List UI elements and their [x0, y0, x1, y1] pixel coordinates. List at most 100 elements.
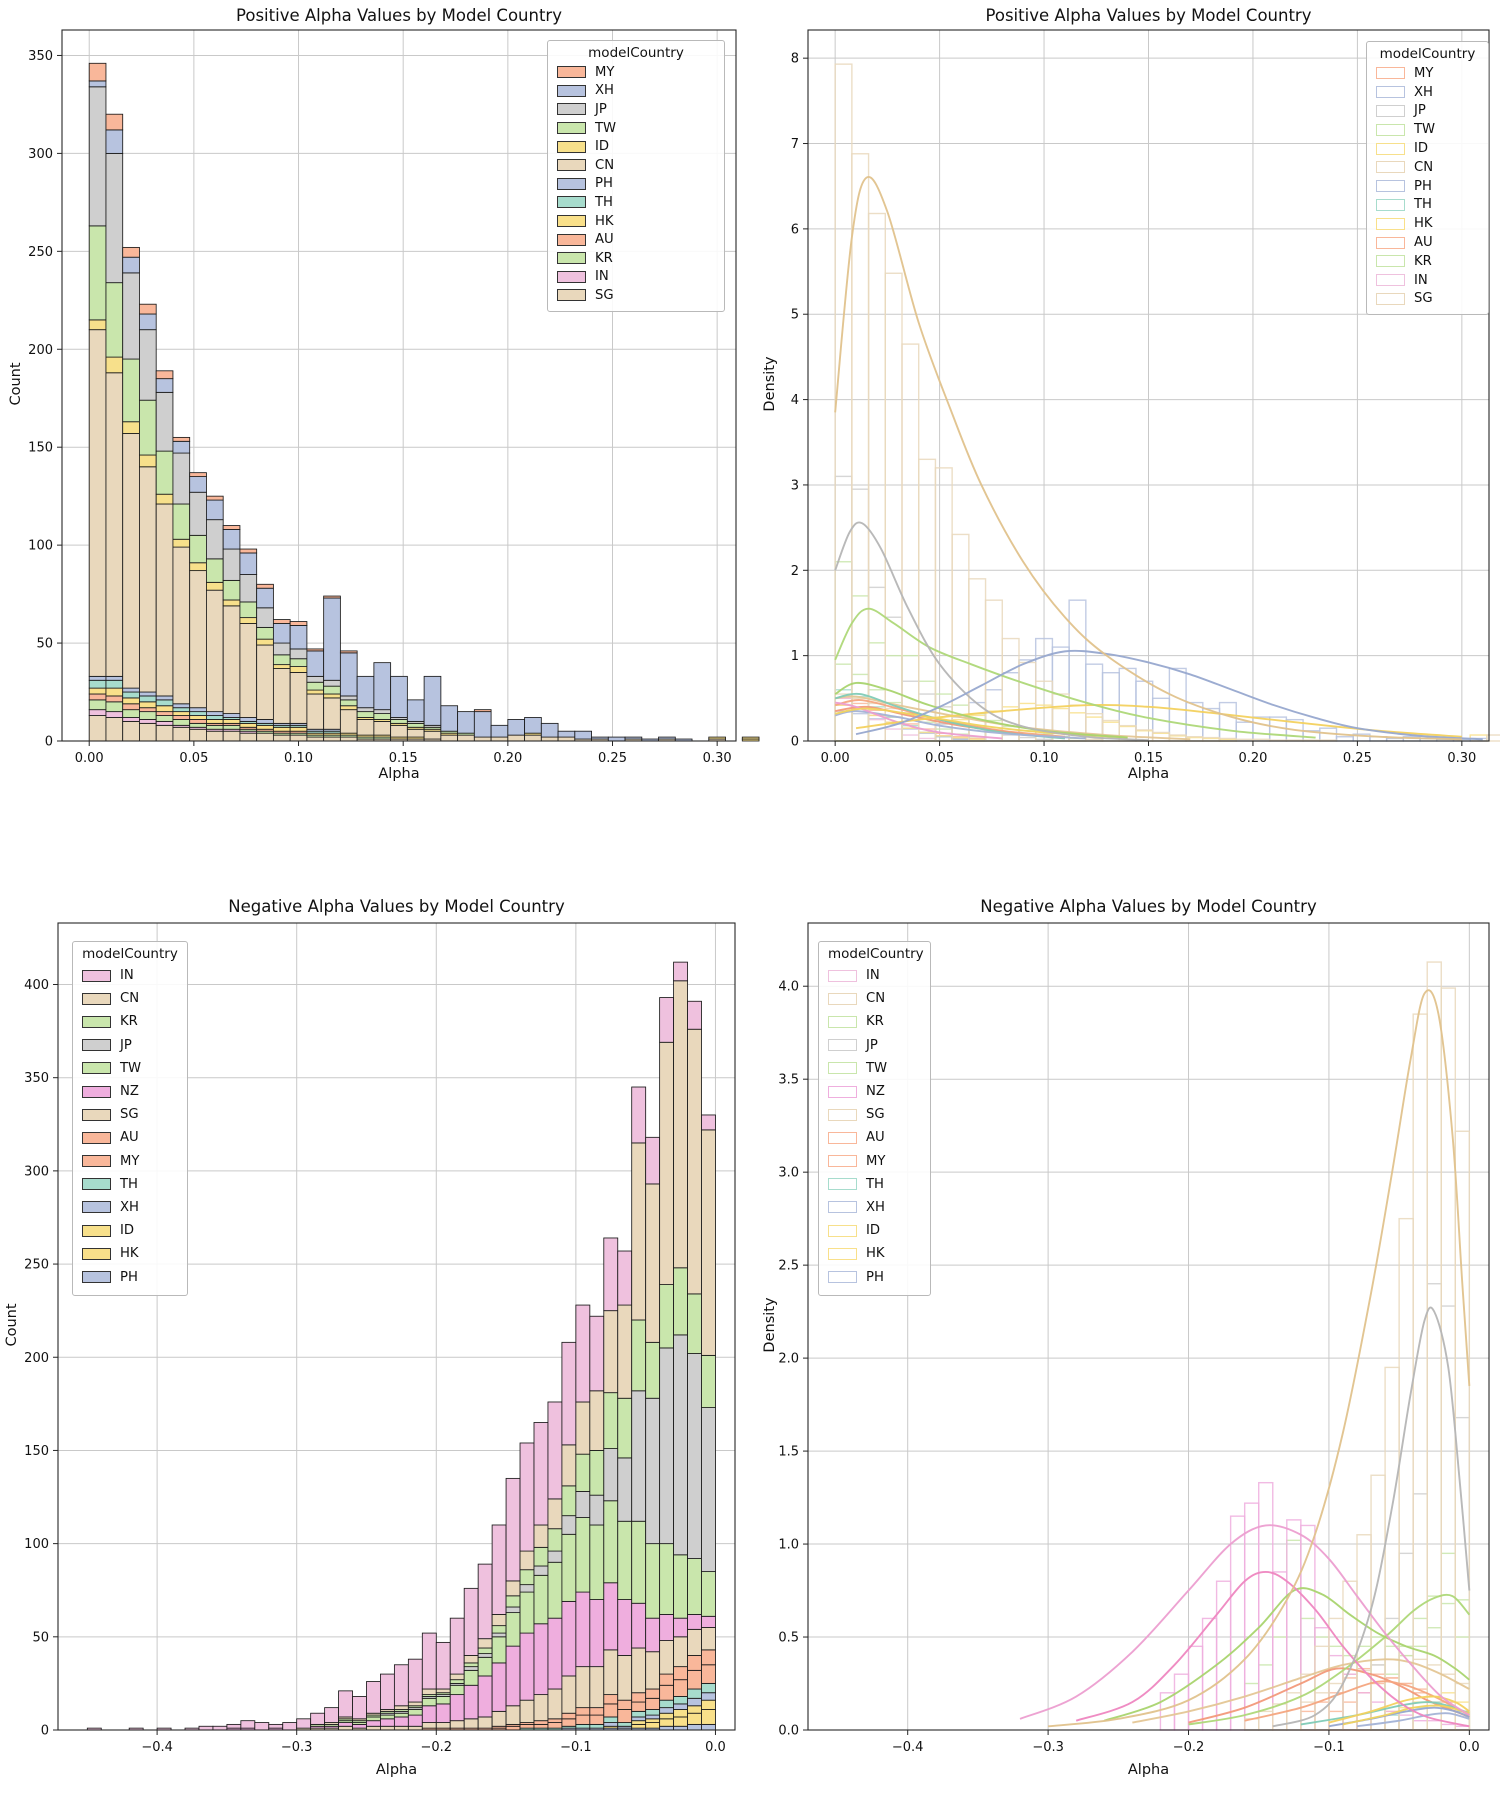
hist-bar-segment [306, 681, 325, 691]
hist-bar-segment [519, 1591, 535, 1634]
hist-bar-segment [561, 1341, 577, 1446]
hist-bar-segment [105, 695, 124, 703]
hist-bar-segment [547, 1528, 563, 1552]
legend-item-KR: KR [828, 1010, 921, 1033]
legend-item-AU: AU [828, 1126, 921, 1149]
stacked-bars [86, 961, 716, 1731]
hist-bar-segment [155, 711, 174, 716]
hist-bar-segment [687, 1558, 702, 1615]
hist-bar-segment [533, 1574, 549, 1625]
legend-swatch-XH [82, 1201, 111, 1214]
hist-bar-segment [105, 282, 124, 358]
legend-label: TH [595, 194, 613, 210]
hist-bar-segment [589, 1707, 605, 1716]
legend-label: XH [1414, 84, 1433, 100]
hist-bar-segment [206, 519, 224, 560]
legend-label: TW [1414, 122, 1436, 138]
y-tick-label: 50 [36, 637, 53, 652]
hist-bar-segment [88, 86, 107, 227]
hist-bar-segment [463, 1587, 479, 1656]
legend-swatch-XH [828, 1201, 857, 1214]
legend-item-TH: TH [557, 193, 715, 212]
hist-bar-segment [105, 687, 124, 697]
legend-swatch-HK [82, 1247, 111, 1260]
hist-bar-segment [491, 1710, 507, 1727]
hist-bar-segment [491, 1614, 507, 1627]
hist-bar-segment [617, 1457, 633, 1522]
x-tick-label: −0.3 [1032, 1740, 1064, 1755]
legend-swatch-TW [1376, 123, 1405, 136]
legend-label: SG [120, 1107, 139, 1123]
hist-bar-segment [463, 1669, 479, 1686]
hist-bar-segment [540, 736, 559, 742]
hist-bar-segment [407, 1709, 423, 1716]
hist-bar-segment [222, 525, 241, 530]
hist-bar-segment [421, 1688, 437, 1696]
hist-bar-segment [272, 668, 291, 724]
hist-bar-segment [561, 1533, 577, 1602]
legend-pos-hist: modelCountry MY XH JP TW ID CN PH TH HK AU KR IN SG [547, 40, 725, 312]
kde-curve-JP [834, 521, 1149, 742]
hist-bar-segment [589, 1524, 605, 1600]
legend-swatch-SG [82, 1108, 111, 1121]
hist-bar-segment [122, 246, 140, 258]
hist-bar-segment [393, 1664, 409, 1707]
hist-bar-segment [575, 1723, 591, 1729]
legend-label: KR [1414, 253, 1432, 269]
legend-item-CN: CN [82, 987, 178, 1010]
y-tick-label: 400 [24, 978, 49, 993]
legend-label: SG [1414, 291, 1433, 307]
hist-bar-segment [449, 1673, 465, 1681]
hist-bar-segment [206, 715, 224, 720]
hist-bar-segment [239, 623, 258, 718]
hist-bar-segment [366, 1720, 381, 1727]
hist-bar-segment [708, 736, 726, 740]
hist-bar-segment [659, 1725, 675, 1731]
kde-curve-CN [834, 175, 1462, 741]
kde-curve-TW [834, 607, 1316, 739]
legend-label: AU [1414, 235, 1433, 251]
hist-bar-segment [463, 1666, 479, 1671]
hist-bar-segment [139, 399, 157, 456]
hist-bar-segment [222, 730, 241, 742]
hist-bar-segment [88, 699, 107, 711]
hist-bar-segment [645, 1651, 661, 1690]
hist-bar-segment [617, 1709, 633, 1723]
hist-bar-segment [172, 707, 191, 713]
y-tick-label: 0.0 [778, 1724, 799, 1739]
hist-bar-segment [206, 581, 224, 591]
hist-bar-segment [547, 1498, 563, 1530]
hist-bar-segment [105, 701, 124, 713]
x-tick-label: 0.0 [1459, 1740, 1480, 1755]
hist-bar-segment [206, 724, 224, 730]
legend-swatch-CN [1376, 161, 1405, 174]
hist-bar-segment [155, 493, 174, 505]
hist-bar-segment [533, 1723, 549, 1729]
hist-bar-segment [607, 736, 626, 742]
legend-swatch-PH [1376, 180, 1405, 193]
hist-bar-segment [435, 1688, 451, 1694]
legend-item-SG: SG [1376, 290, 1479, 309]
y-tick-label: 250 [24, 1258, 49, 1273]
legend-label: MY [866, 1153, 886, 1169]
hist-bar-segment [561, 1485, 577, 1517]
hist-bar-segment [423, 730, 442, 740]
y-tick-label: 3.0 [778, 1166, 799, 1181]
hist-bar-segment [139, 695, 157, 703]
hist-bar-segment [198, 1725, 214, 1731]
hist-bar-segment [240, 1720, 256, 1729]
legend-item-IN: IN [828, 964, 921, 987]
hist-bar-segment [540, 722, 559, 738]
hist-bar-segment [272, 619, 291, 624]
hist-bar-segment [575, 1517, 591, 1593]
hist-bar-segment [122, 697, 140, 705]
hist-bar-segment [659, 1614, 675, 1641]
legend-swatch-AU [557, 233, 586, 246]
kde-curve-KR [1103, 1587, 1470, 1722]
hist-bar-segment [701, 1699, 716, 1710]
hist-bar-segment [155, 378, 174, 393]
legend-swatch-JP [828, 1039, 857, 1052]
hist-bar-segment [631, 1701, 647, 1712]
yaxis-label-count-top: Count [8, 362, 24, 406]
